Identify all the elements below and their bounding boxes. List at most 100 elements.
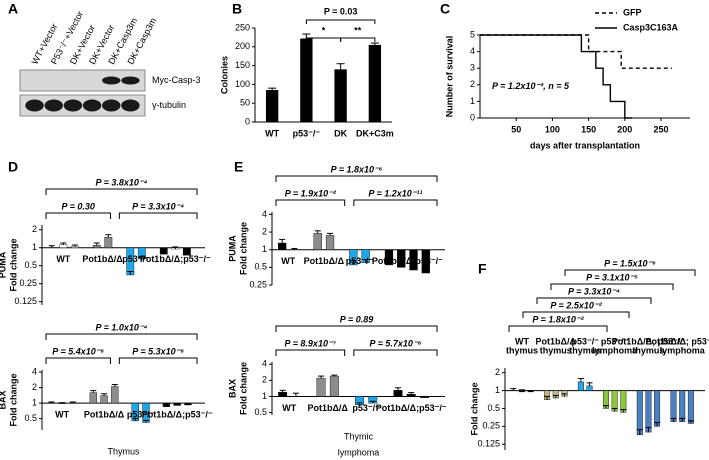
- group-label: WT: [56, 254, 70, 264]
- bracket: [564, 269, 696, 276]
- annotation: **: [354, 25, 362, 35]
- x-tick-label: p53⁻/⁻: [293, 128, 321, 138]
- annotation: *: [322, 25, 326, 35]
- annotation: P = 5.3x10⁻⁶: [132, 346, 184, 356]
- x-tick-label: WT: [265, 128, 279, 138]
- annotation: P = 0.89: [340, 314, 373, 324]
- y-tick-label: 1: [32, 242, 37, 252]
- y-tick-label: 100: [235, 79, 250, 89]
- y-tick-label: 200: [235, 41, 250, 51]
- y-tick-label: 2: [470, 79, 475, 89]
- group-label: Pot1bΔ/Δ;p53⁻/⁻: [142, 409, 213, 419]
- legend-label: GFP: [623, 7, 642, 17]
- x-tick-label: 200: [617, 124, 632, 134]
- bar: [92, 245, 101, 248]
- group-label: thymus: [540, 345, 572, 355]
- y-tick-label: 0.25: [482, 421, 500, 431]
- bar: [586, 385, 593, 391]
- bracket: [550, 283, 674, 290]
- bar: [679, 390, 686, 422]
- bar: [368, 44, 382, 122]
- annotation: P = 5.7x10⁻⁶: [369, 338, 421, 348]
- group-label: Pot1bΔ/Δ: [84, 409, 125, 419]
- bracket: [275, 175, 438, 182]
- annotation: P = 1.9x10⁻²: [285, 188, 337, 198]
- group-label: p53⁻/⁻: [346, 256, 374, 266]
- annotation: P = 3.3x10⁻⁴: [568, 286, 620, 296]
- group-label: thymus: [506, 345, 538, 355]
- caption: Thymic: [344, 431, 373, 441]
- bracket: [45, 357, 111, 364]
- bracket: [353, 199, 438, 206]
- panel-label: D: [8, 159, 18, 175]
- group-label: p53⁻/⁻: [127, 409, 155, 419]
- annotation: P = 1.0x10⁻⁴: [95, 322, 147, 332]
- y-axis-label: BAX: [0, 390, 7, 409]
- y-tick-label: 1: [32, 397, 37, 407]
- bar: [70, 246, 79, 248]
- band-label: Myc-Casp-3: [152, 75, 201, 85]
- y-axis-label: Fold change: [8, 373, 18, 426]
- annotation: P = 5.4x10⁻⁶: [52, 346, 104, 356]
- bracket: [522, 311, 630, 318]
- bar: [265, 90, 279, 122]
- bar: [89, 392, 97, 404]
- bar: [645, 390, 652, 433]
- annotation: P = 1.2x10⁻³, n = 5: [492, 81, 570, 91]
- y-tick-label: 1: [470, 96, 475, 106]
- annotation: P = 1.8x10⁻²: [532, 314, 584, 324]
- group-label: thymus: [569, 345, 601, 355]
- y-axis-label: Fold change: [8, 238, 18, 291]
- bar: [409, 249, 418, 271]
- y-tick-label: 50: [240, 98, 250, 108]
- y-tick-label: 0.5: [487, 403, 500, 413]
- group-label: WT: [515, 336, 529, 346]
- y-tick-label: 2: [32, 382, 37, 392]
- y-tick-label: 2: [495, 367, 500, 377]
- caption: lymphoma: [338, 447, 380, 457]
- group-label: WT: [281, 256, 295, 266]
- y-tick-label: 1: [262, 244, 267, 254]
- blot-band: [44, 99, 63, 112]
- x-tick-label: 100: [545, 124, 560, 134]
- x-tick-label: DK+C3m: [356, 128, 394, 138]
- bar: [687, 390, 694, 424]
- bar: [393, 390, 403, 397]
- panel-label: E: [234, 159, 243, 175]
- annotation: P = 8.9x10⁻⁷: [285, 338, 337, 348]
- blot-band: [102, 99, 121, 112]
- bar: [654, 390, 661, 427]
- group-label: Pot1bΔ/Δ;p53⁻/⁻: [376, 403, 447, 413]
- bar: [334, 69, 347, 122]
- bar: [577, 381, 584, 391]
- group-label: Pot1bΔ/Δ: [304, 256, 345, 266]
- bracket: [353, 349, 438, 356]
- x-tick-label: DK: [334, 128, 347, 138]
- group-label: p53⁻/⁻: [601, 336, 629, 346]
- y-axis-label: PUMA: [0, 251, 7, 278]
- y-axis-label: Colonies: [219, 56, 229, 94]
- blot-band: [102, 76, 121, 85]
- panel-label: B: [232, 1, 242, 17]
- group-label: p53⁻/⁻: [571, 336, 599, 346]
- x-tick-label: 250: [654, 124, 669, 134]
- y-tick-label: 4: [262, 209, 267, 219]
- y-tick-label: 250: [235, 22, 250, 32]
- bracket: [45, 188, 198, 195]
- y-tick-label: 0.25: [19, 278, 37, 288]
- bar: [111, 386, 119, 404]
- group-label: Pot1bΔ/Δ;p53⁻/⁻: [372, 256, 443, 266]
- blot-band: [25, 99, 44, 112]
- caption: Thymus: [107, 446, 140, 456]
- y-axis-label: PUMA: [227, 235, 237, 262]
- y-tick-label: 0: [470, 112, 475, 122]
- y-tick-label: 0.25: [249, 279, 267, 289]
- bracket: [536, 297, 652, 304]
- bracket: [275, 199, 346, 206]
- y-axis-label: Number of survival: [444, 36, 454, 118]
- bar: [636, 390, 643, 436]
- bar: [278, 392, 288, 397]
- group-label: Pot1bΔ/Δ; p53⁻/⁻: [645, 336, 709, 346]
- bar: [329, 375, 339, 397]
- bracket: [508, 325, 608, 332]
